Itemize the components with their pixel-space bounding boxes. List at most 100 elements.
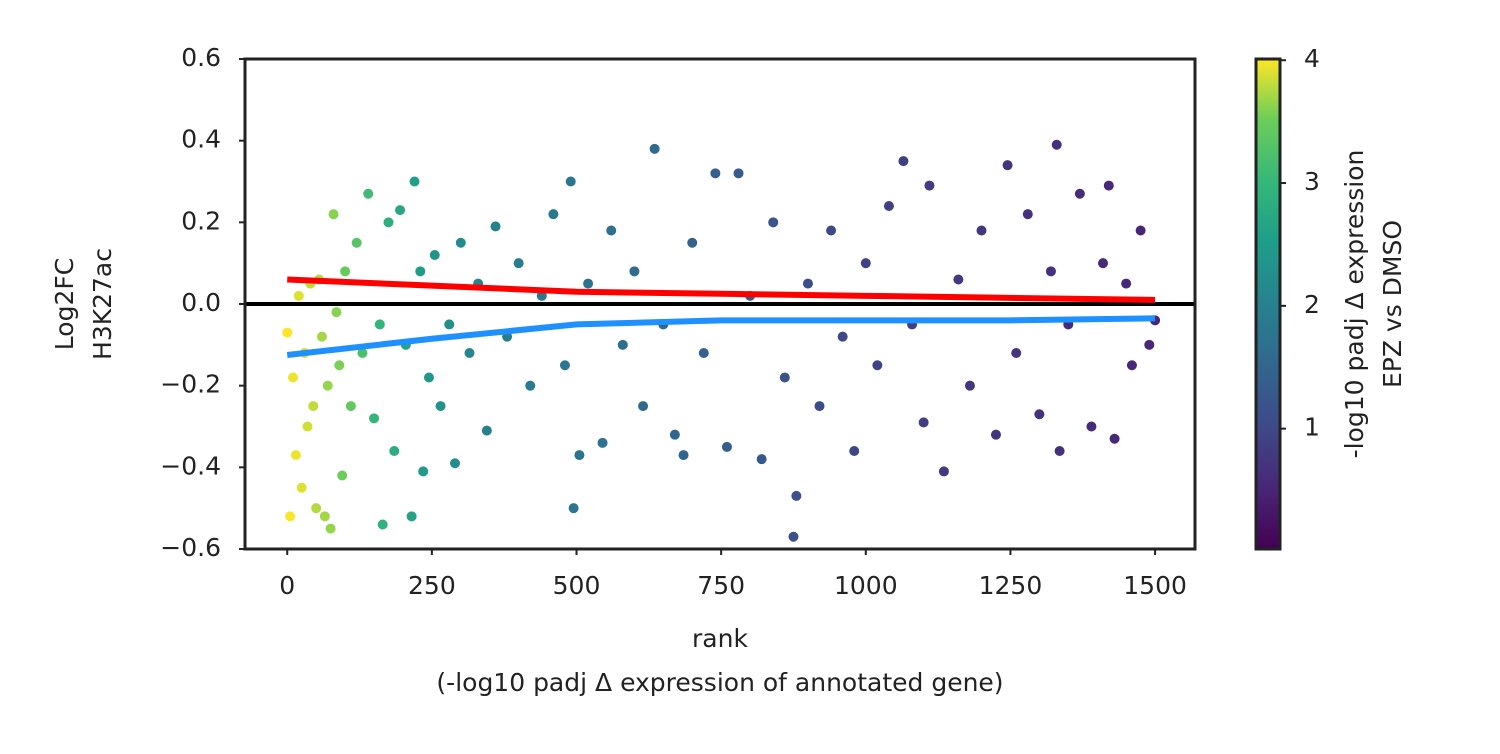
y-tick-label: −0.2	[160, 370, 221, 399]
point	[1121, 278, 1132, 289]
point	[976, 225, 987, 236]
point	[924, 180, 935, 191]
point	[698, 348, 709, 358]
point	[768, 217, 779, 228]
y-tick-label: 0.0	[181, 288, 221, 317]
point	[1002, 160, 1013, 171]
point	[687, 237, 698, 248]
point	[802, 278, 813, 289]
point	[779, 372, 790, 383]
point	[1034, 409, 1045, 420]
point	[733, 168, 744, 179]
point	[450, 458, 461, 469]
point	[389, 446, 400, 456]
y-tick-label: 0.2	[181, 206, 221, 235]
point	[964, 380, 975, 391]
y-label: Log2FC	[50, 258, 79, 350]
x-label: (-log10 padj Δ expression of annotated g…	[436, 668, 1003, 697]
point	[826, 225, 837, 236]
point	[990, 429, 1001, 440]
point	[418, 466, 429, 477]
plot-area	[245, 139, 1195, 542]
point	[423, 372, 434, 383]
point	[629, 266, 640, 277]
point	[721, 441, 732, 452]
colorbar-tick-label: 4	[1304, 44, 1320, 73]
point	[429, 250, 440, 260]
point	[1054, 446, 1065, 456]
point	[788, 531, 799, 542]
point	[606, 225, 617, 236]
colorbar-label: EPZ vs DMSO	[1378, 220, 1407, 388]
trend-line	[286, 315, 1156, 359]
point	[285, 511, 296, 522]
x-tick-label: 750	[697, 571, 745, 600]
point	[409, 176, 420, 187]
point	[319, 511, 330, 522]
point	[296, 482, 307, 493]
point	[1109, 433, 1120, 444]
point	[849, 446, 860, 456]
point	[351, 237, 362, 248]
point	[860, 258, 871, 269]
point	[481, 425, 492, 436]
point	[1074, 188, 1085, 199]
point	[328, 209, 339, 220]
point	[918, 417, 929, 428]
point	[513, 258, 524, 269]
point	[357, 348, 368, 358]
point	[548, 209, 559, 220]
colorbar-tick-label: 3	[1304, 167, 1320, 196]
x-tick-label: 1500	[1123, 571, 1187, 600]
y-tick-label: 0.6	[181, 43, 221, 72]
point	[638, 401, 649, 412]
point	[363, 188, 374, 199]
point	[325, 523, 336, 534]
point	[883, 201, 894, 211]
point	[568, 503, 579, 514]
point	[1045, 266, 1056, 277]
point	[345, 401, 356, 412]
point	[669, 429, 680, 440]
point	[377, 519, 388, 530]
point	[1011, 348, 1022, 358]
point	[574, 450, 585, 461]
point	[1086, 421, 1097, 432]
point	[331, 307, 342, 318]
y-label: H3K27ac	[88, 248, 117, 360]
point	[649, 143, 660, 154]
point	[1144, 339, 1155, 350]
point	[898, 156, 909, 167]
colorbar-label: -log10 padj Δ expression	[1340, 150, 1369, 459]
point	[316, 331, 327, 342]
point	[953, 274, 964, 285]
point	[1022, 209, 1033, 220]
point	[565, 176, 576, 187]
point	[583, 278, 594, 289]
y-tick-label: −0.4	[160, 451, 221, 480]
point	[374, 319, 385, 330]
y-tick-label: −0.6	[160, 533, 221, 562]
point	[678, 450, 689, 461]
point	[814, 401, 825, 412]
point	[559, 360, 570, 371]
point	[293, 290, 304, 301]
point	[710, 168, 721, 179]
point	[369, 413, 380, 424]
point	[302, 421, 313, 432]
point	[282, 327, 293, 338]
point	[1135, 225, 1146, 236]
point	[290, 450, 301, 461]
point	[464, 348, 475, 358]
point	[322, 380, 333, 391]
point	[938, 466, 949, 477]
point	[756, 454, 767, 465]
point	[837, 331, 848, 342]
point	[1126, 360, 1137, 371]
point	[288, 372, 299, 383]
point	[383, 217, 394, 228]
x-tick-label: 1000	[834, 571, 898, 600]
point	[334, 360, 345, 371]
